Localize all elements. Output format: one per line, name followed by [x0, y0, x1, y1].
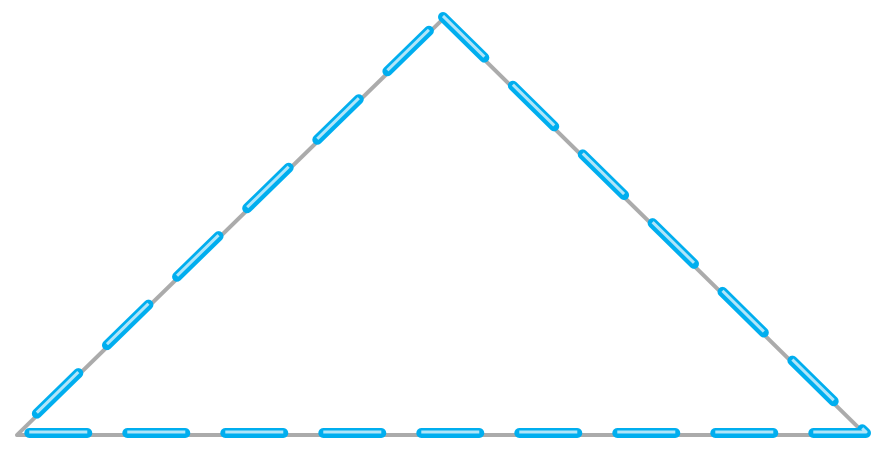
triangle-dash-highlight — [15, 14, 868, 434]
triangle-fill — [17, 17, 866, 433]
triangle-shape — [12, 12, 871, 438]
